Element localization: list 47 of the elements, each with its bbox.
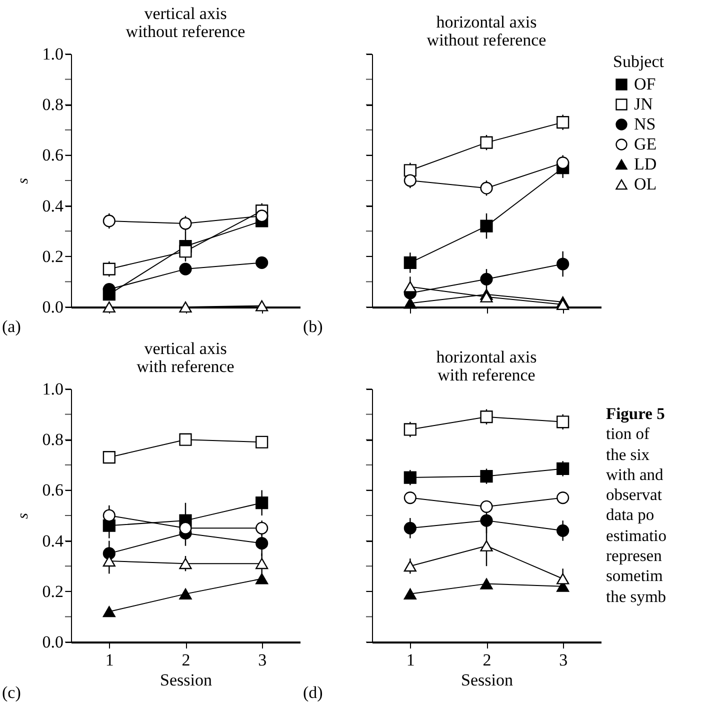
text: (d) bbox=[303, 683, 323, 702]
text: sometim bbox=[606, 566, 664, 587]
text: represen bbox=[606, 546, 663, 566]
y-tick-label: 0.8 bbox=[42, 95, 64, 114]
y-tick-label: 0.4 bbox=[42, 196, 64, 216]
y-axis-title: s bbox=[15, 512, 32, 519]
chart-title: vertical axis with reference bbox=[136, 339, 234, 376]
chart-title: horizontal axis without reference bbox=[426, 12, 546, 50]
text: (c) bbox=[2, 683, 21, 702]
y-tick-label: 0.2 bbox=[42, 246, 64, 266]
legend-label: LD bbox=[634, 154, 657, 174]
text: the six bbox=[606, 444, 651, 465]
legend-label: GE bbox=[634, 134, 657, 154]
y-tick-label: 0.0 bbox=[42, 632, 64, 652]
x-tick-label: 2 bbox=[182, 650, 190, 670]
y-axis-title: s bbox=[15, 178, 32, 184]
text: data po bbox=[606, 505, 656, 526]
text: tion of bbox=[606, 424, 651, 445]
x-tick-label: 3 bbox=[559, 650, 568, 670]
legend-label: OF bbox=[634, 74, 656, 94]
y-tick-label: 0.8 bbox=[42, 430, 64, 450]
y-tick-label: 1.0 bbox=[42, 44, 64, 64]
legend-label: NS bbox=[634, 114, 656, 134]
text: (b) bbox=[303, 317, 323, 336]
text: (a) bbox=[2, 317, 21, 336]
x-axis-title: Session bbox=[160, 670, 212, 690]
x-tick-label: 2 bbox=[482, 650, 492, 670]
legend-label: JN bbox=[634, 94, 653, 114]
y-tick-label: 0.4 bbox=[42, 531, 64, 550]
y-tick-label: 0.2 bbox=[42, 582, 64, 601]
y-tick-label: 1.0 bbox=[42, 380, 64, 398]
text: estimatio bbox=[606, 526, 666, 546]
text: with and bbox=[606, 464, 664, 486]
y-tick-label: 0.6 bbox=[42, 480, 64, 500]
legend-label: OL bbox=[634, 174, 657, 194]
y-tick-label: 0.0 bbox=[42, 298, 64, 316]
text: the symb bbox=[606, 586, 666, 607]
y-tick-label: 0.6 bbox=[42, 146, 64, 165]
text: observat bbox=[606, 485, 663, 506]
chart-title: vertical axis without reference bbox=[126, 4, 246, 41]
caption: Figure 5 bbox=[606, 404, 666, 424]
x-axis-title: Session bbox=[461, 670, 514, 690]
x-tick-label: 1 bbox=[406, 650, 415, 670]
x-tick-label: 1 bbox=[105, 650, 114, 670]
legend-title: Subject bbox=[613, 52, 664, 71]
x-tick-label: 3 bbox=[258, 650, 267, 670]
chart-title: horizontal axis with reference bbox=[436, 348, 537, 384]
